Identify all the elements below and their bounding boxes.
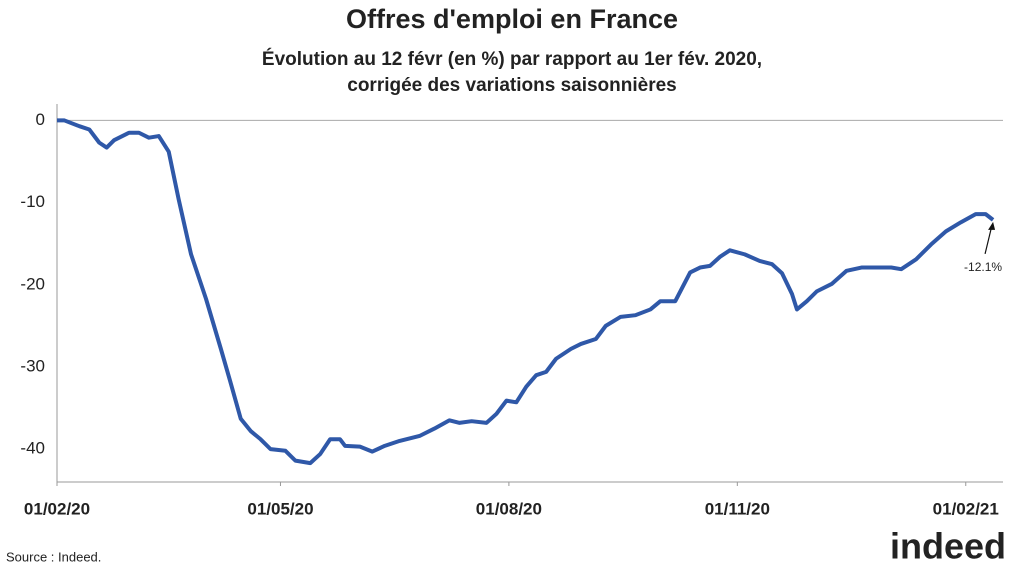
chart-subtitle: Évolution au 12 févr (en %) par rapport …: [262, 48, 762, 70]
annotation: -12.1%: [964, 260, 1002, 274]
chart-subtitle: corrigée des variations saisonnières: [347, 75, 677, 96]
annotation-arrowhead: [988, 221, 996, 230]
y-tick-label: -20: [20, 274, 45, 293]
logo: indeed: [890, 526, 1006, 567]
chart-title: Offres d'emploi en France: [346, 4, 678, 34]
x-tick-label: 01/05/20: [247, 499, 313, 518]
y-tick-label: -40: [20, 439, 45, 458]
x-tick-label: 01/11/20: [705, 499, 770, 518]
x-tick-label: 01/02/20: [24, 499, 90, 518]
source: Source : Indeed.: [6, 549, 101, 564]
y-tick-label: 0: [36, 110, 45, 129]
line-series: [57, 118, 995, 466]
x-tick-label: 01/08/20: [476, 499, 542, 518]
y-tick-label: -30: [20, 356, 45, 375]
y-tick-label: -10: [20, 192, 45, 211]
x-tick-label: 01/02/21: [933, 499, 999, 518]
